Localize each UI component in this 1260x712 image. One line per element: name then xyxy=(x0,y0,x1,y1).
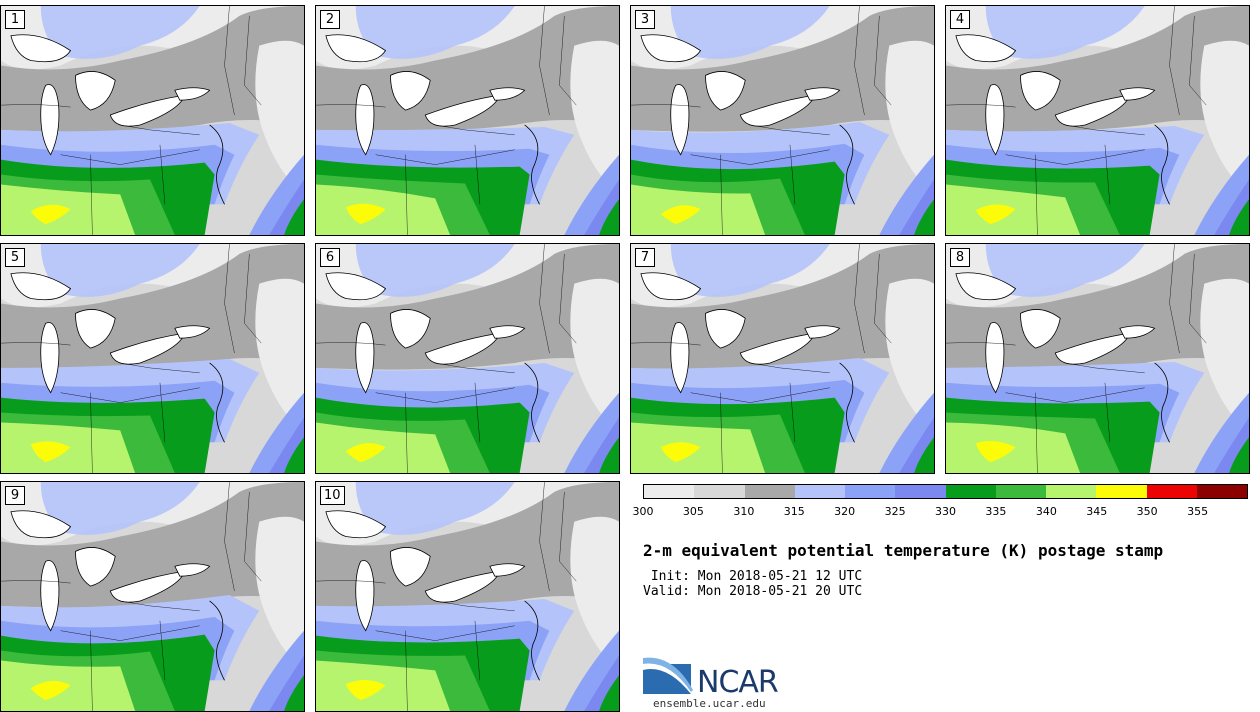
map-panel-10: 10 xyxy=(315,481,620,712)
colorbar-tick-label: 310 xyxy=(733,505,755,518)
map-panel-7: 7 xyxy=(630,243,935,474)
colorbar xyxy=(643,484,1248,499)
map-panel-1: 1 xyxy=(0,5,305,236)
colorbar-segment xyxy=(1096,485,1147,498)
member-label: 8 xyxy=(950,248,970,267)
member-label: 10 xyxy=(320,486,345,505)
colorbar-segment xyxy=(995,485,1046,498)
colorbar-tick-label: 350 xyxy=(1136,505,1158,518)
ncar-logo-icon xyxy=(643,657,693,694)
colorbar-segment xyxy=(744,485,795,498)
colorbar-segment xyxy=(794,485,845,498)
colorbar-segment xyxy=(644,485,695,498)
map-field xyxy=(316,6,619,235)
valid-time: Valid: Mon 2018-05-21 20 UTC xyxy=(643,584,863,599)
colorbar-segment xyxy=(1046,485,1097,498)
map-panel-6: 6 xyxy=(315,243,620,474)
member-label: 9 xyxy=(5,486,25,505)
member-label: 5 xyxy=(5,248,25,267)
member-label: 6 xyxy=(320,248,340,267)
colorbar-segment xyxy=(1196,485,1247,498)
map-field xyxy=(946,6,1249,235)
colorbar-tick-label: 355 xyxy=(1187,505,1209,518)
member-label: 7 xyxy=(635,248,655,267)
member-label: 2 xyxy=(320,10,340,29)
colorbar-tick-label: 330 xyxy=(935,505,956,518)
map-field xyxy=(1,482,304,711)
site-url: ensemble.ucar.edu xyxy=(653,697,766,710)
map-field xyxy=(316,244,619,473)
colorbar-segment xyxy=(1146,485,1197,498)
map-field xyxy=(1,6,304,235)
colorbar-tick-label: 300 xyxy=(632,505,654,518)
init-time: Init: Mon 2018-05-21 12 UTC xyxy=(643,569,863,584)
member-label: 4 xyxy=(950,10,970,29)
map-field xyxy=(946,244,1249,473)
map-panel-9: 9 xyxy=(0,481,305,712)
logo-text: NCAR xyxy=(697,665,779,700)
map-panel-2: 2 xyxy=(315,5,620,236)
map-panel-5: 5 xyxy=(0,243,305,474)
map-field xyxy=(316,482,619,711)
colorbar-segment xyxy=(895,485,946,498)
map-panel-4: 4 xyxy=(945,5,1250,236)
colorbar-tick-label: 335 xyxy=(985,505,1007,518)
colorbar-segment xyxy=(845,485,896,498)
map-field xyxy=(1,244,304,473)
map-panel-3: 3 xyxy=(630,5,935,236)
member-label: 1 xyxy=(5,10,25,29)
colorbar-tick-label: 345 xyxy=(1086,505,1108,518)
colorbar-tick-label: 305 xyxy=(682,505,704,518)
colorbar-tick-label: 340 xyxy=(1035,505,1057,518)
colorbar-tick-label: 315 xyxy=(783,505,805,518)
member-label: 3 xyxy=(635,10,655,29)
colorbar-tick-label: 320 xyxy=(834,505,856,518)
colorbar-segment xyxy=(945,485,996,498)
map-field xyxy=(631,244,934,473)
figure-title: 2-m equivalent potential temperature (K)… xyxy=(643,541,1164,560)
map-field xyxy=(631,6,934,235)
map-panel-8: 8 xyxy=(945,243,1250,474)
colorbar-tick-label: 325 xyxy=(884,505,906,518)
colorbar-segment xyxy=(694,485,745,498)
